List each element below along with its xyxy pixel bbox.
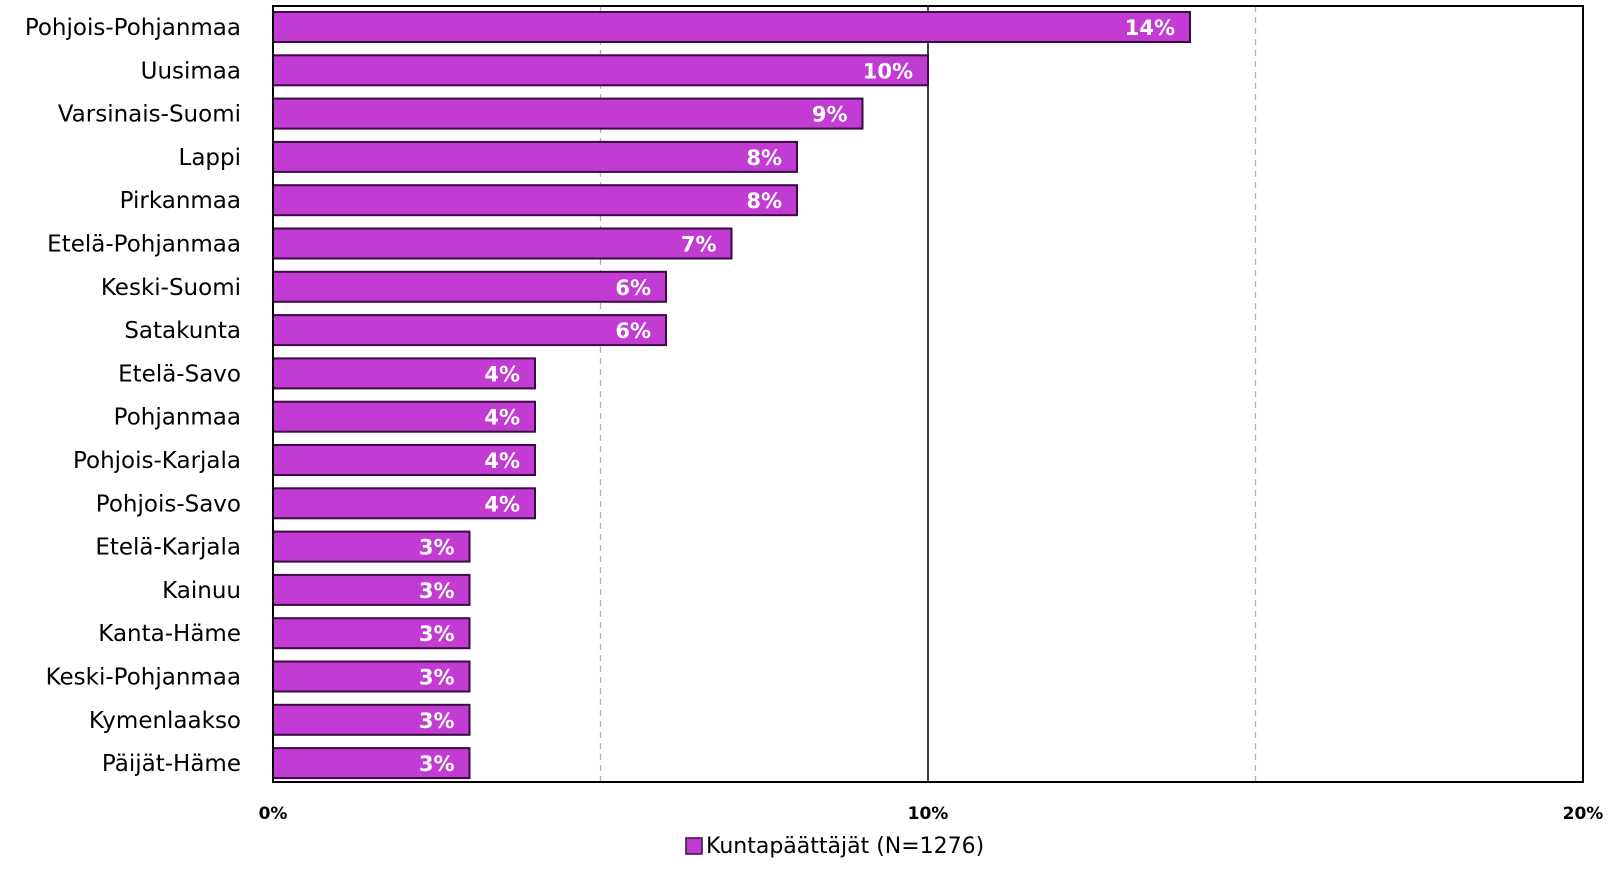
data-label: 9%: [812, 103, 848, 127]
data-label: 3%: [419, 579, 455, 603]
category-label: Satakunta: [124, 318, 241, 344]
data-label: 4%: [484, 492, 520, 516]
bar: [272, 270, 667, 303]
data-label: 3%: [419, 666, 455, 690]
legend-label: Kuntapäättäjät (N=1276): [706, 834, 984, 859]
category-label: Pohjois-Pohjanmaa: [25, 15, 241, 41]
category-label: Kanta-Häme: [98, 621, 241, 647]
category-label: Kymenlaakso: [89, 708, 241, 734]
data-label: 8%: [746, 146, 782, 170]
data-label: 4%: [484, 362, 520, 386]
x-axis-ticks: 0% 10% 20%: [259, 804, 1604, 824]
bar: [272, 487, 536, 520]
x-tick-label: 0%: [259, 804, 288, 824]
category-labels: Pohjois-Pohjanmaa Uusimaa Varsinais-Suomi L…: [25, 15, 241, 777]
data-label: 3%: [419, 709, 455, 733]
bar: [272, 747, 471, 780]
bar: [272, 97, 864, 130]
category-label: Pohjois-Savo: [96, 491, 241, 517]
bar: [272, 184, 798, 217]
data-label: 3%: [419, 536, 455, 560]
data-label: 14%: [1125, 16, 1175, 40]
category-label: Keski-Pohjanmaa: [46, 665, 241, 691]
category-label: Pohjois-Karjala: [73, 448, 241, 474]
bar: [272, 11, 1191, 43]
data-label: 3%: [419, 622, 455, 646]
x-tick-label: 10%: [908, 804, 949, 824]
bars: 14% 10% 9% 8% 8% 7% 6% 6% 4% 4% 4% 4% 3% 3% 3% 3% 3% 3%: [272, 11, 1191, 780]
data-label: 6%: [615, 319, 651, 343]
data-label: 10%: [863, 59, 913, 83]
category-label: Päijät-Häme: [102, 751, 241, 777]
category-label: Keski-Suomi: [101, 275, 241, 301]
plot-area-border: [272, 5, 1584, 783]
category-label: Etelä-Savo: [118, 361, 241, 387]
bar: [272, 140, 798, 173]
category-label: Lappi: [179, 145, 242, 171]
bar: [272, 703, 471, 736]
gridlines: [599, 6, 1257, 782]
category-label: Etelä-Pohjanmaa: [47, 232, 241, 258]
data-label: 3%: [419, 752, 455, 776]
category-label: Pirkanmaa: [120, 188, 241, 214]
category-label: Varsinais-Suomi: [58, 102, 241, 128]
category-label: Uusimaa: [141, 58, 241, 84]
bar: [272, 314, 667, 347]
data-label: 8%: [746, 189, 782, 213]
category-label: Kainuu: [162, 578, 241, 604]
legend: Kuntapäättäjät (N=1276): [685, 834, 984, 859]
bar: [272, 357, 536, 390]
category-label: Etelä-Karjala: [95, 535, 241, 561]
data-label: 4%: [484, 406, 520, 430]
bar: [272, 227, 733, 260]
category-label: Pohjanmaa: [114, 405, 241, 431]
x-tick-label: 20%: [1563, 804, 1604, 824]
plot-frame: [272, 5, 1584, 783]
bar: [272, 400, 536, 433]
legend-swatch: [685, 837, 703, 855]
data-label: 6%: [615, 276, 651, 300]
bar: [272, 54, 929, 87]
data-label: 4%: [484, 449, 520, 473]
data-label: 7%: [681, 233, 717, 257]
bar: [272, 617, 471, 650]
bar: [272, 660, 471, 693]
bar: [272, 530, 471, 563]
